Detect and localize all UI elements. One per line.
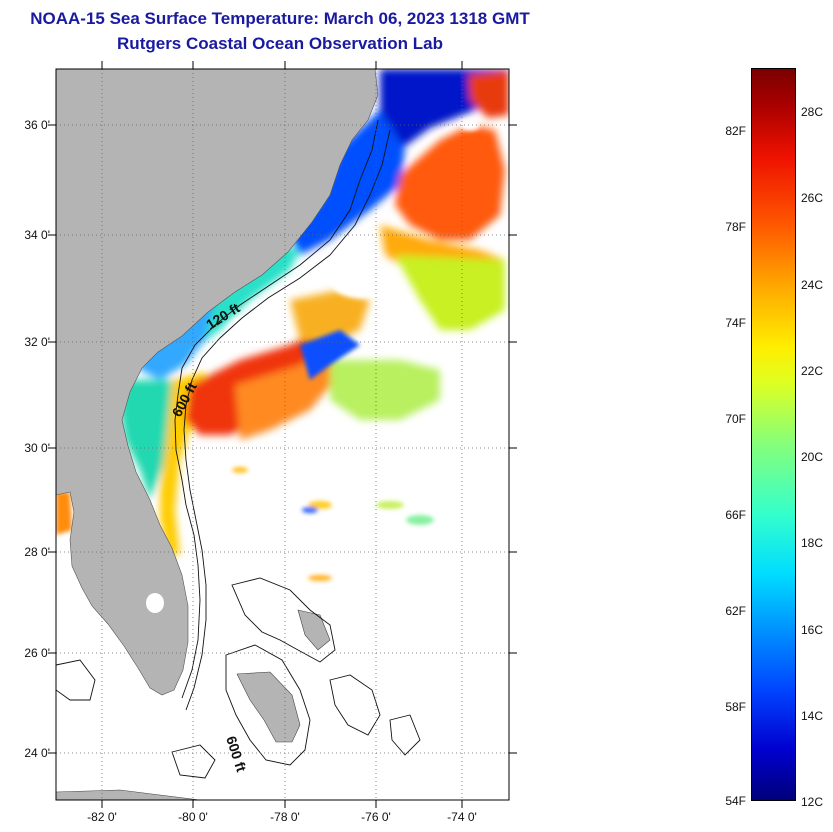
lat-tick-label: 30 0' (24, 441, 50, 455)
colorbar-label-f: 58F (725, 700, 746, 714)
sst-speck (308, 501, 332, 509)
map-frame (55, 68, 510, 801)
page-title: NOAA-15 Sea Surface Temperature: March 0… (30, 9, 530, 28)
colorbar-label-c: 24C (801, 278, 824, 292)
island-cuba (56, 789, 201, 800)
colorbar-label-c: 26C (801, 191, 824, 205)
colorbar-label-c: 20C (801, 450, 824, 464)
island-abaco (297, 609, 331, 651)
colorbar-label-c: 18C (801, 536, 824, 550)
colorbar-label-f: 62F (725, 604, 746, 618)
lon-tick-label: -74 0' (447, 810, 477, 824)
colorbar-label-c: 14C (801, 709, 824, 723)
contour-islands (389, 714, 421, 756)
contour-bahama-andros (225, 644, 311, 766)
sst-speck (308, 575, 332, 581)
sst-speck (376, 501, 404, 509)
sst-speck (302, 507, 318, 513)
colorbar-label-c: 12C (801, 795, 824, 809)
sst-green-mid (330, 360, 440, 420)
colorbar-label-c: 22C (801, 364, 824, 378)
land-layer (56, 69, 379, 800)
lon-tick-label: -78 0' (270, 810, 300, 824)
contour-exuma (329, 674, 381, 736)
lat-tick-label: 32 0' (24, 335, 50, 349)
lon-tick-label: -76 0' (361, 810, 391, 824)
contour-cay (171, 744, 216, 779)
us-landmass (56, 69, 379, 696)
page-subtitle: Rutgers Coastal Ocean Observation Lab (117, 34, 443, 53)
colorbar-label-c: 16C (801, 623, 824, 637)
lat-tick-label: 28 0' (24, 545, 50, 559)
sst-data-layer (56, 69, 509, 581)
sst-gulfstream-north (395, 125, 505, 240)
cloud-speck (460, 119, 480, 131)
sst-blue-hatteras (290, 110, 405, 255)
lat-tick-label: 34 0' (24, 228, 50, 242)
lon-tick-label: -80 0' (178, 810, 208, 824)
colorbar-label-f: 74F (725, 316, 746, 330)
sst-blue-filament (300, 330, 360, 380)
cloud-gap (330, 262, 390, 298)
colorbar-label-f: 70F (725, 412, 746, 426)
lake-okeechobee (146, 593, 164, 613)
contour-bahama-north (231, 577, 336, 663)
lat-tick-label: 36 0' (24, 118, 50, 132)
colorbar-label-f: 82F (725, 124, 746, 138)
sst-speck (232, 467, 248, 473)
lat-tick-label: 24 0' (24, 746, 50, 760)
contour-120ft (174, 119, 379, 699)
sst-orange-mid (290, 290, 370, 345)
sst-speck (406, 515, 434, 525)
sst-warm-ne (468, 70, 509, 118)
colorbar-label-f: 54F (725, 794, 746, 808)
axis-ticks (48, 61, 517, 808)
colorbar-label-c: 28C (801, 105, 824, 119)
island-andros (236, 671, 301, 743)
sst-gulf-patch (56, 492, 72, 535)
sst-cyan-shelf (190, 245, 300, 345)
contour-gulf (56, 659, 96, 701)
lat-tick-label: 26 0' (24, 646, 50, 660)
colorbar-label-f: 78F (725, 220, 746, 234)
sst-yellowgreen-east (395, 255, 505, 330)
cloud-gap (228, 316, 272, 344)
temperature-colorbar (751, 68, 796, 801)
contour-600ft (183, 129, 391, 711)
colorbar-label-f: 66F (725, 508, 746, 522)
lon-tick-label: -82 0' (87, 810, 117, 824)
bathymetry-contours (56, 119, 421, 779)
